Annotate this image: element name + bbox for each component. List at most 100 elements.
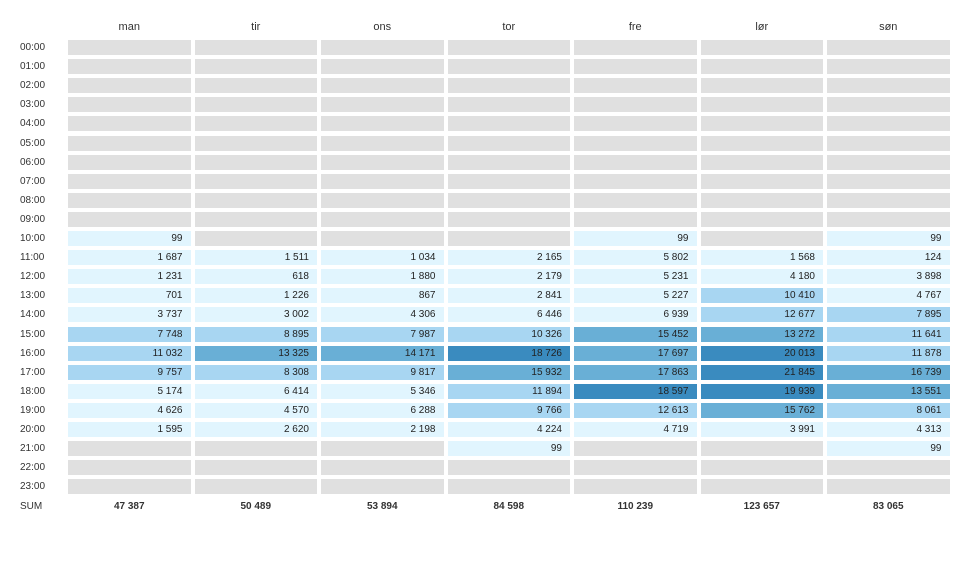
day-header: man bbox=[118, 21, 140, 33]
heatmap-cell: 12 677 bbox=[700, 307, 823, 323]
heatmap-cell: 10 410 bbox=[700, 288, 823, 304]
hour-label: 12:00 bbox=[20, 271, 46, 283]
heatmap-cell bbox=[321, 231, 444, 246]
heatmap-cell bbox=[827, 479, 950, 495]
heatmap-cell: 4 313 bbox=[827, 422, 950, 437]
heatmap-cell bbox=[827, 154, 950, 170]
heatmap-cell: 11 641 bbox=[827, 326, 950, 342]
heatmap-cell bbox=[827, 211, 950, 227]
heatmap-cell bbox=[68, 154, 191, 170]
heatmap-cell: 11 032 bbox=[68, 345, 191, 361]
heatmap-cell bbox=[574, 135, 697, 151]
heatmap-cell bbox=[68, 40, 191, 55]
heatmap-cell bbox=[700, 97, 823, 113]
heatmap-cell: 8 308 bbox=[194, 364, 317, 380]
heatmap-cell bbox=[68, 97, 191, 113]
heatmap-cell bbox=[574, 78, 697, 94]
hour-label: 17:00 bbox=[20, 366, 46, 378]
heatmap-cell bbox=[447, 116, 570, 132]
heatmap-cell: 11 878 bbox=[827, 345, 950, 361]
heatmap-cell bbox=[321, 460, 444, 476]
hour-label: 01:00 bbox=[20, 61, 46, 73]
heatmap-cell: 124 bbox=[827, 250, 950, 266]
heatmap-cell: 1 511 bbox=[194, 250, 317, 266]
heatmap-cell: 4 626 bbox=[68, 402, 191, 418]
heatmap-cell bbox=[321, 97, 444, 113]
heatmap-cell: 3 002 bbox=[194, 307, 317, 323]
heatmap-cell bbox=[68, 211, 191, 227]
heatmap-cell: 1 595 bbox=[68, 422, 191, 437]
hour-label: 18:00 bbox=[20, 385, 46, 397]
heatmap-cell: 9 766 bbox=[447, 402, 570, 418]
heatmap-cell bbox=[321, 116, 444, 132]
hour-label: 07:00 bbox=[20, 175, 46, 187]
heatmap-cell: 15 932 bbox=[447, 364, 570, 380]
heatmap-cell: 10 326 bbox=[447, 326, 570, 342]
heatmap-cell: 19 939 bbox=[700, 383, 823, 399]
hour-label: 21:00 bbox=[20, 443, 46, 455]
heatmap-cell bbox=[68, 116, 191, 132]
heatmap-cell bbox=[574, 97, 697, 113]
heatmap-cell bbox=[194, 154, 317, 170]
heatmap-cell: 9 817 bbox=[321, 364, 444, 380]
sum-value: 123 657 bbox=[743, 501, 780, 513]
heatmap-cell: 4 306 bbox=[321, 307, 444, 323]
hour-label: 08:00 bbox=[20, 194, 46, 206]
heatmap-cell bbox=[321, 40, 444, 55]
heatmap-cell: 5 802 bbox=[574, 250, 697, 266]
heatmap-cell: 5 174 bbox=[68, 383, 191, 399]
day-header: ons bbox=[373, 21, 392, 33]
heatmap-cell: 3 991 bbox=[700, 422, 823, 437]
heatmap-cell bbox=[68, 460, 191, 476]
heatmap-cell: 2 620 bbox=[194, 422, 317, 437]
heatmap-cell bbox=[194, 40, 317, 55]
heatmap-cell bbox=[700, 231, 823, 246]
heatmap-cell: 17 697 bbox=[574, 345, 697, 361]
heatmap-cell bbox=[574, 479, 697, 495]
heatmap-cell bbox=[68, 78, 191, 94]
heatmap-cell bbox=[447, 192, 570, 208]
heatmap-cell: 13 272 bbox=[700, 326, 823, 342]
heatmap-cell bbox=[321, 59, 444, 75]
heatmap-cell bbox=[827, 59, 950, 75]
heatmap-cell bbox=[827, 116, 950, 132]
heatmap-cell bbox=[321, 211, 444, 227]
heatmap-cell bbox=[447, 460, 570, 476]
day-header: søn bbox=[879, 21, 898, 33]
heatmap-cell: 9 757 bbox=[68, 364, 191, 380]
heatmap-cell: 4 180 bbox=[700, 269, 823, 285]
hour-label: 11:00 bbox=[20, 252, 45, 264]
sum-label: SUM bbox=[20, 501, 43, 513]
heatmap-cell bbox=[447, 211, 570, 227]
hour-label: 05:00 bbox=[20, 137, 46, 149]
sum-value: 84 598 bbox=[493, 501, 525, 513]
day-header: fre bbox=[628, 21, 642, 33]
heatmap-cell: 18 726 bbox=[447, 345, 570, 361]
heatmap-cell: 17 863 bbox=[574, 364, 697, 380]
heatmap-cell bbox=[827, 135, 950, 151]
hour-label: 23:00 bbox=[20, 481, 46, 493]
heatmap-cell bbox=[827, 78, 950, 94]
heatmap-cell bbox=[194, 441, 317, 457]
heatmap-cell bbox=[68, 135, 191, 151]
heatmap-cell bbox=[574, 192, 697, 208]
heatmap-cell bbox=[194, 231, 317, 246]
heatmap-cell: 2 179 bbox=[447, 269, 570, 285]
sum-value: 50 489 bbox=[240, 501, 272, 513]
heatmap-cell bbox=[447, 173, 570, 189]
heatmap-cell: 5 227 bbox=[574, 288, 697, 304]
heatmap-cell: 21 845 bbox=[700, 364, 823, 380]
heatmap-cell: 99 bbox=[68, 231, 191, 246]
heatmap-cell bbox=[447, 40, 570, 55]
heatmap-cell bbox=[827, 192, 950, 208]
heatmap-cell: 2 165 bbox=[447, 250, 570, 266]
heatmap-cell: 5 231 bbox=[574, 269, 697, 285]
heatmap-cell bbox=[194, 211, 317, 227]
heatmap-cell: 16 739 bbox=[827, 364, 950, 380]
heatmap-cell bbox=[194, 97, 317, 113]
heatmap-cell bbox=[827, 40, 950, 55]
heatmap-cell bbox=[194, 173, 317, 189]
heatmap-cell bbox=[700, 173, 823, 189]
heatmap-cell bbox=[194, 78, 317, 94]
heatmap-cell: 13 325 bbox=[194, 345, 317, 361]
